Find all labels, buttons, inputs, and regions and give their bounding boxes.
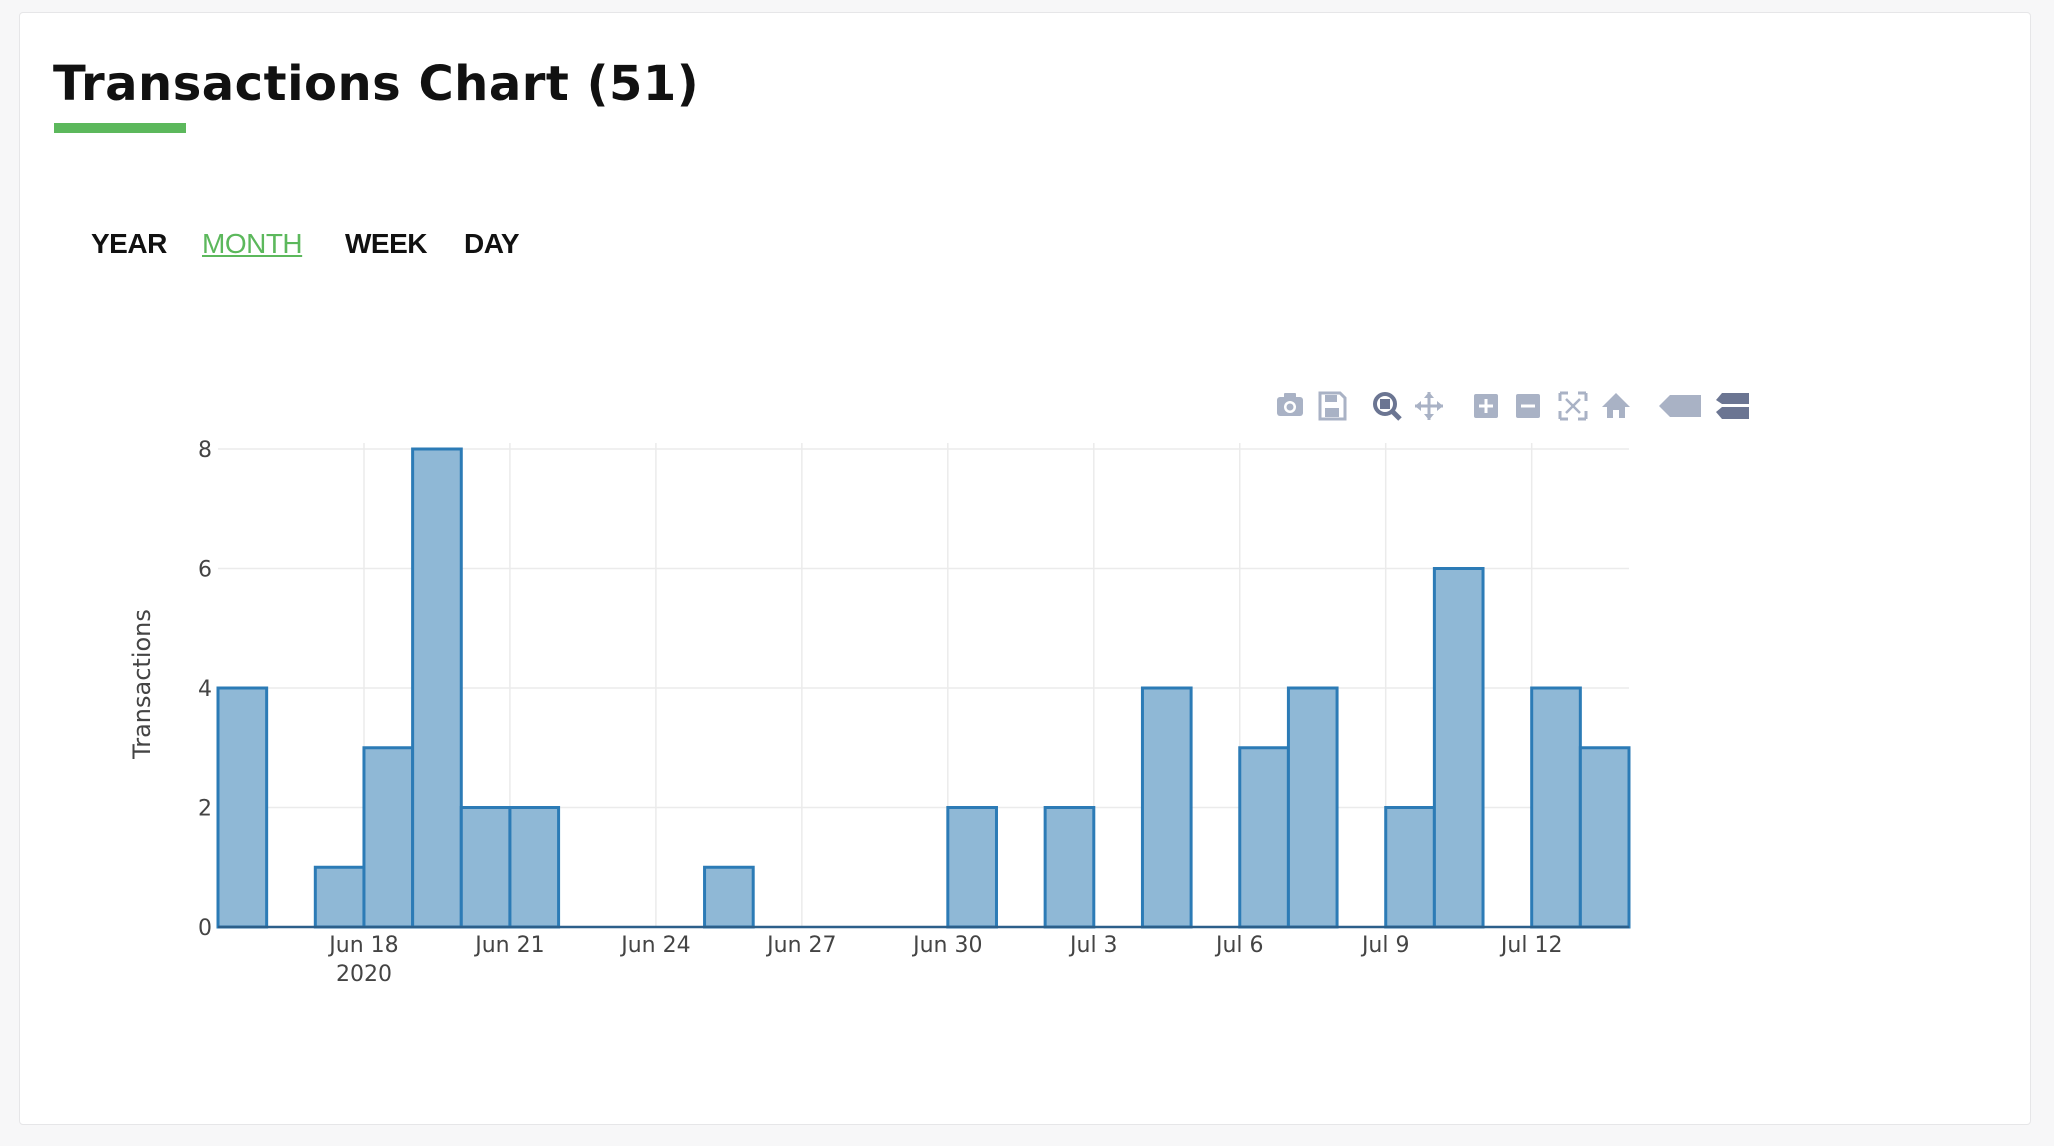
histogram-bar[interactable]: [216, 686, 269, 929]
x-tick-label: Jun 27: [765, 933, 836, 958]
histogram-bar[interactable]: [411, 447, 463, 929]
y-tick-label: 8: [198, 438, 212, 463]
tab-day[interactable]: DAY: [464, 228, 520, 259]
camera-icon[interactable]: [1277, 393, 1303, 416]
histogram-bar[interactable]: [1432, 567, 1485, 929]
title-underline: [54, 123, 186, 133]
histogram-bar[interactable]: [1530, 686, 1582, 929]
histogram-bar[interactable]: [1578, 746, 1631, 929]
histogram-bar[interactable]: [703, 865, 755, 929]
histogram-bar[interactable]: [313, 865, 366, 929]
autoscale-icon[interactable]: [1558, 391, 1588, 421]
page-title: Transactions Chart (51): [53, 56, 700, 112]
histogram-bar[interactable]: [1286, 686, 1339, 929]
histogram-bar[interactable]: [1384, 806, 1436, 929]
y-tick-label: 2: [198, 797, 212, 822]
y-tick-label: 6: [198, 558, 212, 583]
zoom-out-icon[interactable]: [1516, 394, 1540, 418]
histogram-bar[interactable]: [1140, 686, 1193, 929]
histogram-bars: [216, 447, 1631, 929]
x-tick-label: Jun 18: [327, 933, 398, 958]
histogram-bar[interactable]: [508, 806, 561, 929]
tab-year[interactable]: YEAR: [91, 228, 167, 259]
y-tick-label: 4: [198, 677, 212, 702]
hover-closest-icon[interactable]: [1659, 395, 1701, 417]
x-tick-label: Jul 6: [1214, 933, 1264, 958]
x-tick-label: Jun 30: [911, 933, 982, 958]
x-tick-year-label: 2020: [336, 962, 392, 987]
y-axis-label: Transactions: [128, 609, 156, 760]
histogram-bar[interactable]: [1043, 806, 1096, 929]
pan-icon[interactable]: [1415, 392, 1443, 420]
x-tick-label: Jul 12: [1499, 933, 1563, 958]
tab-month[interactable]: MONTH: [202, 228, 303, 259]
modebar: [1277, 391, 1749, 421]
y-tick-label: 0: [198, 916, 212, 941]
zoom-icon[interactable]: [1373, 392, 1402, 421]
histogram-bar[interactable]: [459, 806, 512, 929]
save-icon[interactable]: [1318, 391, 1347, 421]
x-tick-label: Jun 24: [619, 933, 690, 958]
zoom-in-icon[interactable]: [1474, 394, 1498, 418]
histogram-bar[interactable]: [362, 746, 415, 929]
x-tick-label: Jul 3: [1068, 933, 1118, 958]
histogram-bar[interactable]: [1238, 746, 1290, 929]
axes: Jun 18 2020 Jun 21 Jun 24 Jun 27 Jun 30 Jul 3 J…: [198, 438, 1629, 987]
hover-compare-icon[interactable]: [1716, 393, 1749, 419]
histogram-bar[interactable]: [946, 806, 998, 929]
x-tick-label: Jun 21: [473, 933, 544, 958]
x-tick-label: Jul 9: [1360, 933, 1410, 958]
home-icon[interactable]: [1602, 393, 1630, 418]
tab-week[interactable]: WEEK: [345, 228, 428, 259]
